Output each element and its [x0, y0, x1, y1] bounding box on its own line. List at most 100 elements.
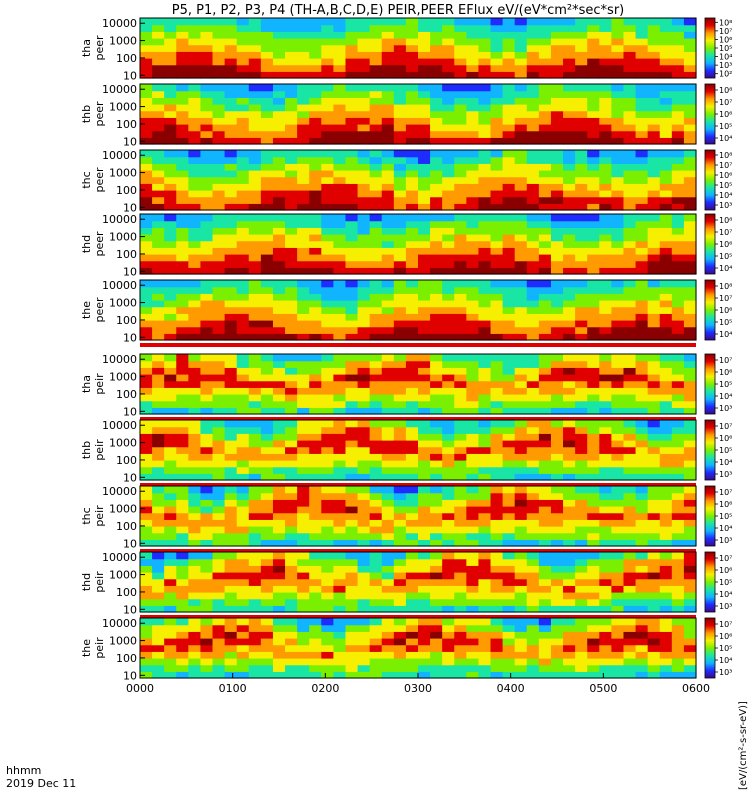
heatmap-cell	[659, 156, 673, 164]
heatmap-cell	[454, 426, 467, 434]
heatmap-cell	[248, 137, 262, 145]
heatmap-cell	[200, 664, 214, 672]
panel-species-label: peer	[93, 297, 106, 323]
heatmap-cell	[152, 183, 165, 191]
heatmap-cell	[575, 585, 588, 593]
heatmap-cell	[381, 254, 395, 262]
heatmap-cell	[599, 585, 612, 593]
heatmap-cell	[502, 526, 516, 534]
heatmap-cell	[345, 644, 359, 652]
heatmap-cell	[683, 598, 697, 606]
heatmap-cell	[369, 44, 383, 52]
heatmap-cell	[285, 156, 298, 164]
heatmap-cell	[538, 214, 552, 222]
heatmap-cell	[309, 539, 322, 547]
heatmap-cell	[200, 552, 214, 560]
heatmap-cell	[140, 313, 153, 321]
heatmap-cell	[345, 539, 359, 547]
heatmap-cell	[418, 234, 431, 242]
heatmap-cell	[212, 618, 226, 626]
heatmap-cell	[345, 486, 359, 494]
heatmap-cell	[176, 499, 189, 507]
heatmap-cell	[647, 592, 661, 600]
heatmap-cell	[140, 190, 153, 198]
heatmap-cell	[478, 387, 492, 395]
heatmap-cell	[285, 137, 298, 145]
heatmap-cell	[454, 71, 467, 79]
heatmap-cell	[369, 532, 383, 540]
heatmap-cell	[260, 664, 274, 672]
heatmap-cell	[442, 506, 455, 514]
heatmap-cell	[659, 293, 673, 301]
heatmap-cell	[587, 624, 600, 632]
heatmap-cell	[357, 592, 371, 600]
heatmap-cell	[490, 254, 504, 262]
heatmap-cell	[285, 267, 298, 275]
heatmap-cell	[454, 24, 467, 32]
heatmap-cell	[671, 671, 685, 679]
heatmap-cell	[260, 190, 274, 198]
heatmap-cell	[357, 320, 371, 328]
heatmap-cell	[563, 466, 576, 474]
heatmap-cell	[466, 499, 480, 507]
heatmap-cell	[526, 460, 540, 468]
heatmap-cell	[321, 624, 334, 632]
heatmap-cell	[478, 110, 492, 118]
heatmap-cell	[309, 380, 322, 388]
heatmap-cell	[176, 163, 189, 171]
heatmap-cell	[659, 624, 673, 632]
heatmap-cell	[152, 203, 165, 211]
heatmap-cell	[140, 156, 153, 164]
heatmap-cell	[260, 400, 274, 408]
heatmap-cell	[514, 90, 528, 98]
heatmap-cell	[236, 506, 250, 514]
heatmap-cell	[550, 499, 564, 507]
heatmap-cell	[611, 104, 625, 112]
heatmap-cell	[587, 433, 600, 441]
heatmap-cell	[442, 578, 455, 586]
heatmap-cell	[248, 190, 262, 198]
heatmap-cell	[381, 18, 395, 26]
heatmap-cell	[309, 18, 322, 26]
heatmap-cell	[248, 104, 262, 112]
heatmap-cell	[381, 247, 395, 255]
heatmap-cell	[369, 466, 383, 474]
heatmap-cell	[514, 367, 528, 375]
heatmap-cell	[587, 453, 600, 461]
heatmap-cell	[224, 512, 238, 520]
heatmap-cell	[514, 526, 528, 534]
heatmap-cell	[514, 532, 528, 540]
heatmap-cell	[587, 130, 600, 138]
heatmap-cell	[297, 558, 310, 566]
heatmap-cell	[297, 539, 310, 547]
heatmap-cell	[405, 254, 419, 262]
heatmap-cell	[236, 203, 250, 211]
heatmap-cell	[587, 360, 600, 368]
heatmap-cell	[188, 227, 202, 235]
heatmap-cell	[152, 156, 165, 164]
heatmap-cell	[671, 260, 685, 268]
heatmap-cell	[200, 638, 214, 646]
heatmap-cell	[454, 203, 467, 211]
heatmap-cell	[659, 526, 673, 534]
heatmap-cell	[623, 306, 637, 314]
heatmap-cell	[405, 38, 419, 46]
heatmap-cell	[140, 446, 153, 454]
heatmap-cell	[369, 117, 383, 125]
y-tick-label: 1000	[109, 167, 137, 180]
heatmap-cell	[418, 671, 431, 679]
heatmap-cell	[575, 658, 588, 666]
heatmap-cell	[623, 387, 637, 395]
heatmap-cell	[393, 300, 407, 308]
heatmap-cell	[248, 44, 262, 52]
heatmap-cell	[381, 492, 395, 500]
heatmap-cell	[478, 671, 492, 679]
heatmap-cell	[502, 110, 516, 118]
heatmap-cell	[430, 400, 443, 408]
heatmap-cell	[164, 394, 177, 402]
heatmap-cell	[550, 558, 564, 566]
heatmap-cell	[333, 163, 347, 171]
heatmap-cell	[357, 97, 371, 105]
heatmap-cell	[369, 183, 383, 191]
heatmap-cell	[285, 605, 298, 613]
